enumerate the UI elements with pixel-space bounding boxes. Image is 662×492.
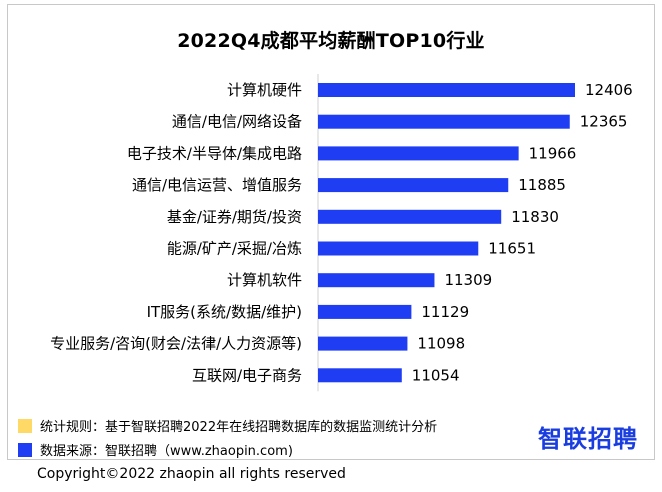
legend-rule-text: 统计规则：基于智联招聘2022年在线招聘数据库的数据监测统计分析 [40, 420, 438, 435]
data-label: 11966 [529, 144, 577, 162]
category-label: 通信/电信运营、增值服务 [132, 176, 302, 194]
category-label: 计算机软件 [227, 271, 302, 289]
bar [318, 241, 479, 256]
bar [318, 146, 519, 161]
bar [318, 209, 502, 224]
category-label: 专业服务/咨询(财会/法律/人力资源等) [50, 335, 302, 353]
copyright-text: Copyright©2022 zhaopin all rights reserv… [37, 466, 346, 482]
category-label: 能源/矿产/采掘/冶炼 [167, 240, 302, 258]
data-label: 11309 [444, 271, 492, 289]
bar [318, 114, 570, 129]
bar [318, 83, 575, 97]
legend-source-swatch [18, 442, 32, 457]
data-label: 11651 [488, 240, 536, 258]
category-label: 计算机硬件 [227, 81, 302, 99]
legend-rule: 统计规则：基于智联招聘2022年在线招聘数据库的数据监测统计分析 [18, 416, 437, 435]
legend-source: 数据来源：智联招聘（www.zhaopin.com) [18, 440, 293, 459]
category-label: IT服务(系统/数据/维护) [147, 303, 302, 321]
bar [318, 368, 402, 383]
category-label: 通信/电信/网络设备 [172, 113, 302, 131]
bar [318, 178, 509, 193]
legend-rule-swatch [18, 418, 32, 433]
bar [318, 273, 435, 288]
bar-chart: 计算机硬件 12406 通信/电信/网络设备 12365 电子技术/半导体/集成电路 11… [50, 74, 633, 392]
chart-title: 2022Q4成都平均薪酬TOP10行业 [177, 30, 485, 52]
data-label: 11098 [417, 335, 465, 353]
category-label: 互联网/电子商务 [192, 366, 302, 384]
data-label: 11054 [412, 366, 460, 384]
bar [318, 336, 408, 351]
data-label: 12406 [585, 81, 633, 99]
category-label: 电子技术/半导体/集成电路 [127, 144, 302, 162]
data-label: 12365 [580, 113, 628, 131]
zhaopin-logo: 智联招聘 [538, 425, 638, 453]
data-label: 11830 [511, 208, 559, 226]
legend-source-text: 数据来源：智联招聘（www.zhaopin.com) [40, 444, 293, 459]
bar [318, 304, 412, 319]
chart-frame [7, 4, 655, 460]
data-label: 11885 [518, 176, 566, 194]
data-label: 11129 [421, 303, 469, 321]
category-label: 基金/证券/期货/投资 [167, 208, 302, 226]
